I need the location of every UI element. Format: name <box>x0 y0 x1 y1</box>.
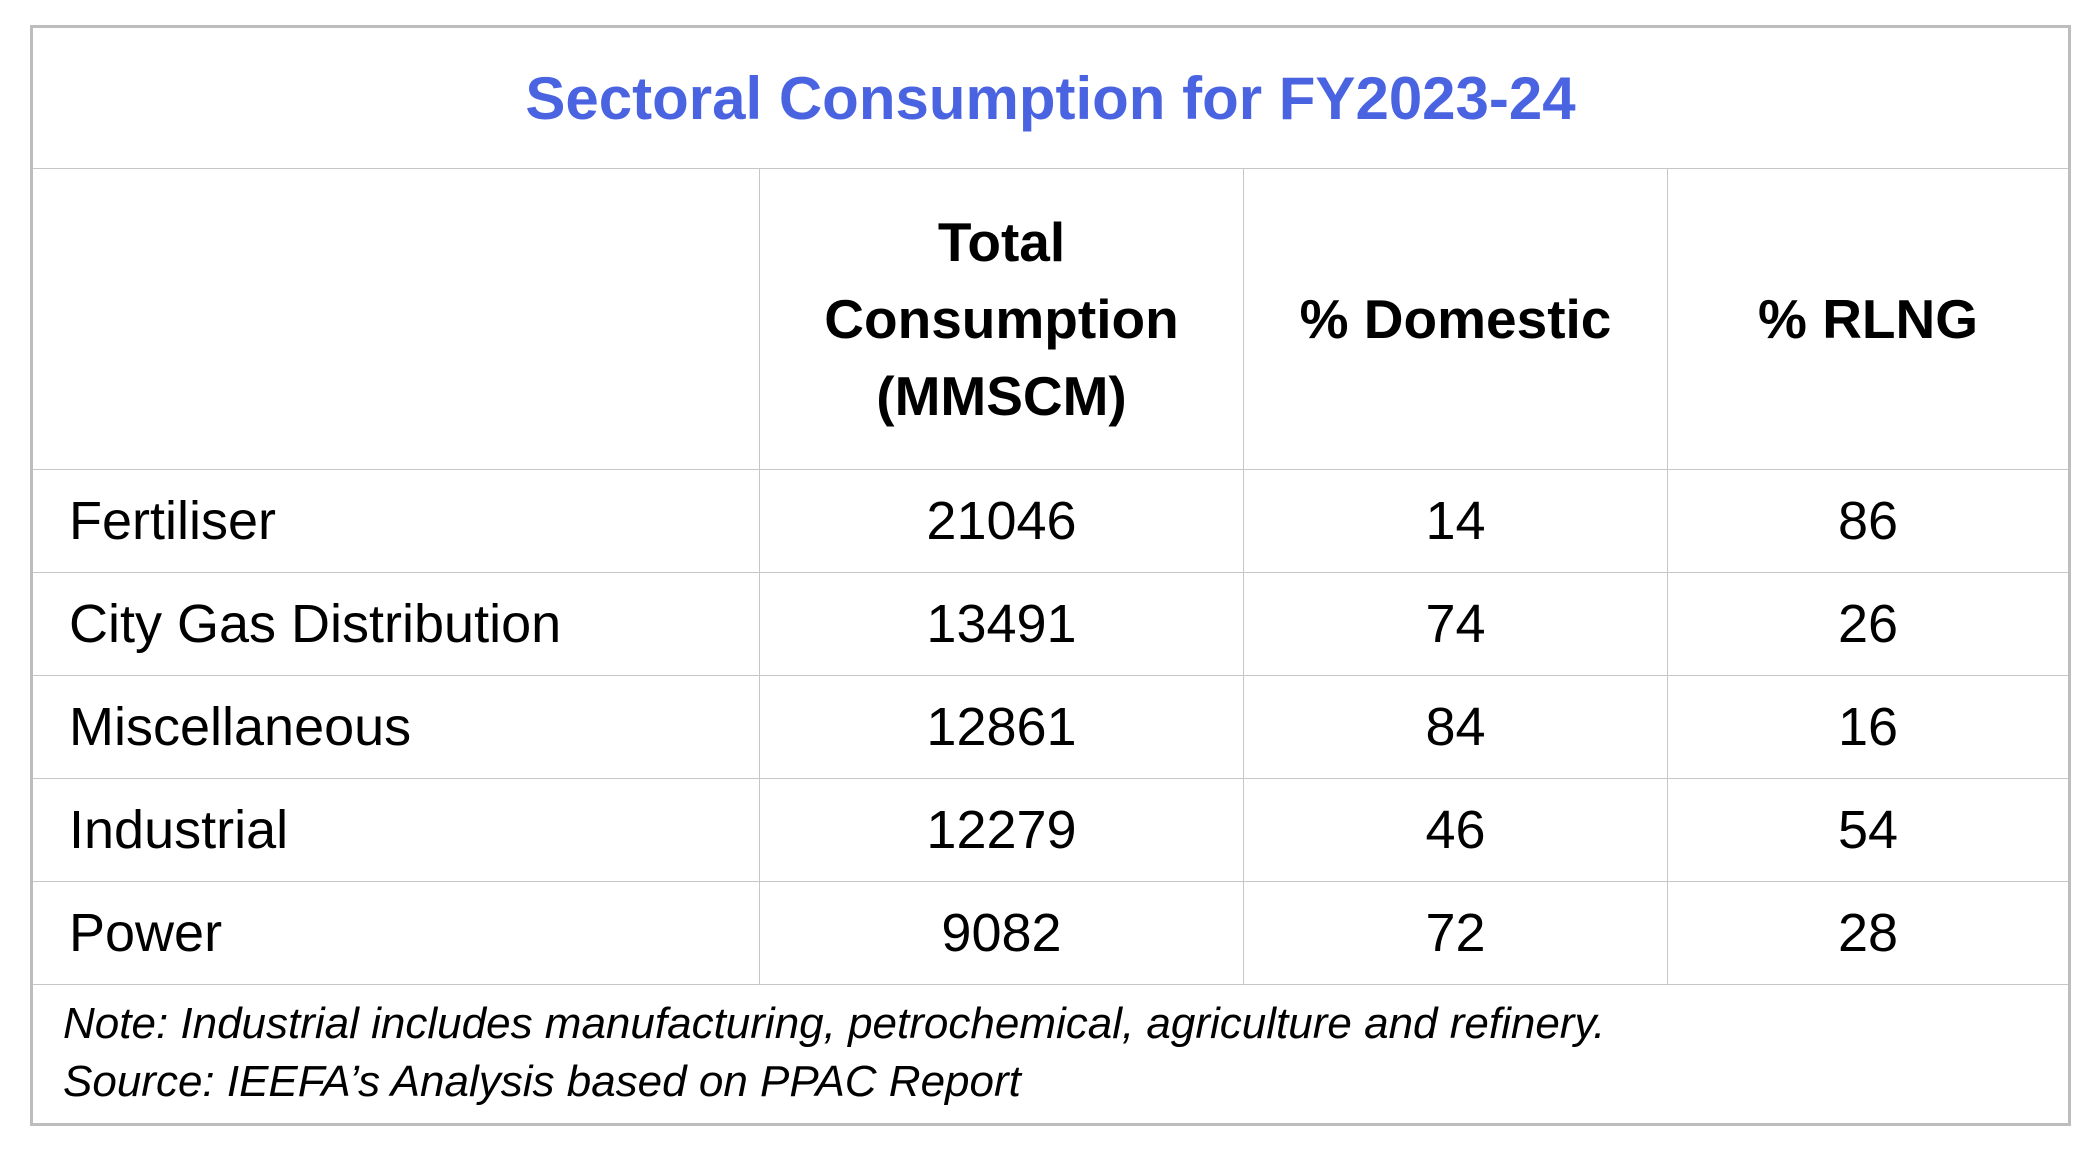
sector-cell: City Gas Distribution <box>31 572 760 676</box>
total-consumption-cell: 12861 <box>759 675 1244 779</box>
sectoral-consumption-table: Sectoral Consumption for FY2023-24 Total… <box>30 25 2072 1127</box>
column-header-total-consumption: Total Consumption (MMSCM) <box>759 168 1244 470</box>
column-header-pct-domestic: % Domestic <box>1243 168 1668 470</box>
sector-cell: Miscellaneous <box>31 675 760 779</box>
column-header-blank <box>31 168 760 470</box>
table-title-cell: Sectoral Consumption for FY2023-24 <box>30 26 2071 169</box>
total-consumption-cell: 13491 <box>759 572 1244 676</box>
pct-rlng-cell: 54 <box>1666 778 2071 882</box>
footnote-cell: Note: Industrial includes manufacturing,… <box>30 983 2071 1126</box>
pct-rlng-cell: 16 <box>1666 675 2071 779</box>
pct-domestic-cell: 74 <box>1243 572 1668 676</box>
pct-domestic-cell: 72 <box>1243 881 1668 985</box>
pct-domestic-cell: 14 <box>1243 469 1668 573</box>
pct-rlng-cell: 86 <box>1666 469 2071 573</box>
table-row-fertiliser: Fertiliser 21046 14 86 <box>31 469 2071 573</box>
table-row-industrial: Industrial 12279 46 54 <box>31 778 2071 882</box>
table-row-power: Power 9082 72 28 <box>31 881 2071 985</box>
note-text: Note: Industrial includes manufacturing,… <box>63 999 1606 1048</box>
sector-cell: Power <box>31 881 760 985</box>
table-header-row: Total Consumption (MMSCM) % Domestic % R… <box>31 168 2071 470</box>
table-row-miscellaneous: Miscellaneous 12861 84 16 <box>31 675 2071 779</box>
sector-cell: Industrial <box>31 778 760 882</box>
total-consumption-cell: 12279 <box>759 778 1244 882</box>
total-consumption-cell: 21046 <box>759 469 1244 573</box>
pct-domestic-cell: 46 <box>1243 778 1668 882</box>
total-consumption-cell: 9082 <box>759 881 1244 985</box>
sector-cell: Fertiliser <box>31 469 760 573</box>
source-text: Source: IEEFA’s Analysis based on PPAC R… <box>63 1057 1021 1107</box>
pct-domestic-cell: 84 <box>1243 675 1668 779</box>
table-row-city-gas-distribution: City Gas Distribution 13491 74 26 <box>31 572 2071 676</box>
pct-rlng-cell: 28 <box>1666 881 2071 985</box>
column-header-pct-rlng: % RLNG <box>1666 168 2071 470</box>
pct-rlng-cell: 26 <box>1666 572 2071 676</box>
table-footnote-row: Note: Industrial includes manufacturing,… <box>30 983 2071 1126</box>
table-title-row: Sectoral Consumption for FY2023-24 <box>30 26 2071 169</box>
page-title: Sectoral Consumption for FY2023-24 <box>525 64 1576 132</box>
